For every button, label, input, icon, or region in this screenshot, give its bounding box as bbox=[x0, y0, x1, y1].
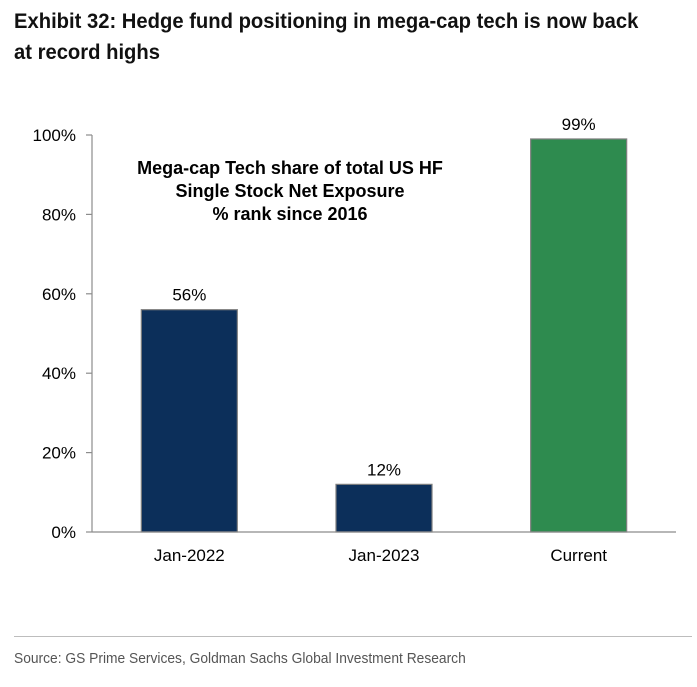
annotation-line: Mega-cap Tech share of total US HF bbox=[137, 158, 443, 178]
bar-current bbox=[530, 138, 628, 533]
source-divider bbox=[14, 636, 692, 637]
x-category-label: Jan-2022 bbox=[154, 546, 225, 565]
bar-value-label: 12% bbox=[367, 460, 401, 479]
exhibit-title: Exhibit 32: Hedge fund positioning in me… bbox=[14, 9, 639, 64]
bar-value-label: 56% bbox=[172, 286, 206, 305]
y-tick-label: 60% bbox=[42, 285, 76, 304]
y-tick-label: 20% bbox=[42, 444, 76, 463]
x-category-label: Jan-2023 bbox=[349, 546, 420, 565]
y-tick-label: 0% bbox=[51, 523, 76, 542]
y-tick-label: 100% bbox=[33, 126, 76, 145]
value-labels-group: 56% 12% 99% bbox=[172, 115, 595, 479]
chart-annotation: Mega-cap Tech share of total US HF Single… bbox=[137, 158, 443, 224]
bar-jan-2022 bbox=[140, 309, 238, 533]
x-axis-group: Jan-2022 Jan-2023 Current bbox=[92, 531, 676, 565]
annotation-line: Single Stock Net Exposure bbox=[175, 181, 404, 201]
y-tick-label: 40% bbox=[42, 364, 76, 383]
bar-value-label: 99% bbox=[562, 115, 596, 134]
bar-chart: 0%20%40%60%80%100% 56%12%99% Jan-2022 Jan… bbox=[33, 115, 676, 565]
y-axis-group: 0% 20% 40% 60% 80% 100% bbox=[33, 126, 93, 542]
x-category-label: Current bbox=[550, 546, 607, 565]
bars-group bbox=[140, 138, 628, 533]
annotation-line: % rank since 2016 bbox=[212, 204, 367, 224]
y-tick-label: 80% bbox=[42, 205, 76, 224]
source-note: Source: GS Prime Services, Goldman Sachs… bbox=[14, 650, 466, 667]
bar-jan-2023 bbox=[335, 483, 433, 533]
